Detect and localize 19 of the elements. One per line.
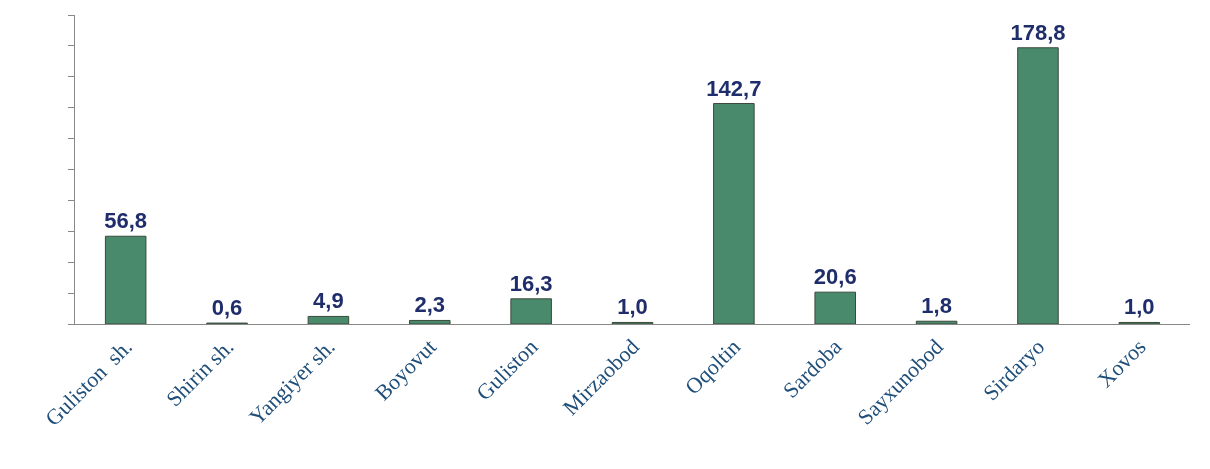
bar bbox=[915, 320, 958, 324]
data-label: 4,9 bbox=[313, 288, 344, 314]
data-label: 56,8 bbox=[104, 208, 148, 234]
data-label: 1,0 bbox=[617, 294, 648, 320]
bar bbox=[409, 319, 451, 324]
data-label: 142,7 bbox=[706, 75, 762, 101]
data-label: 2,3 bbox=[414, 292, 446, 318]
data-label: 1,0 bbox=[1124, 294, 1155, 320]
bar bbox=[510, 298, 552, 324]
bar bbox=[713, 103, 755, 324]
bar bbox=[104, 235, 147, 324]
bar bbox=[1017, 47, 1059, 324]
bar bbox=[307, 315, 350, 324]
data-label: 16,3 bbox=[509, 270, 553, 296]
bar bbox=[814, 291, 856, 324]
data-label: 0,6 bbox=[211, 295, 243, 321]
data-label: 20,6 bbox=[813, 264, 857, 290]
data-label: 1,8 bbox=[921, 293, 952, 319]
data-label: 178,8 bbox=[1010, 19, 1066, 45]
